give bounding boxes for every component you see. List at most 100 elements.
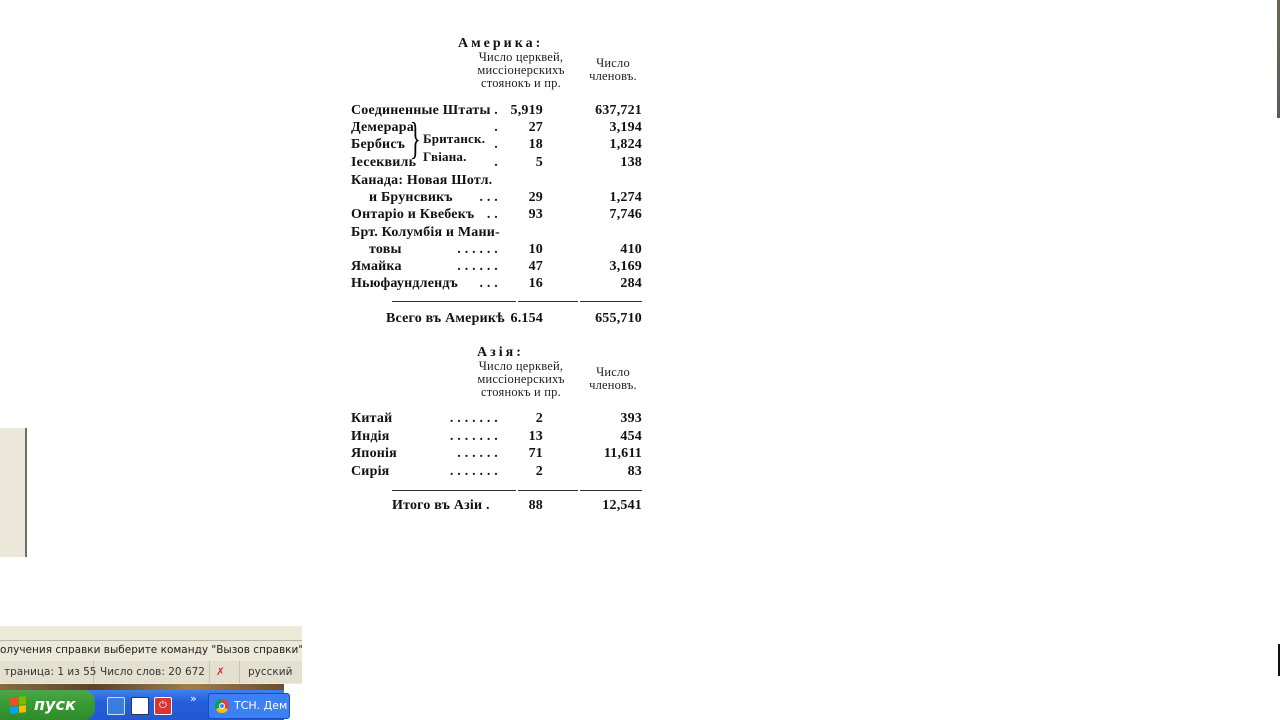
row-churches: 16 [528,276,543,291]
row-churches: 5,919 [510,103,543,118]
row-churches: 13 [528,429,543,444]
section-title: Азія: [477,345,524,360]
windows-logo-icon [10,696,26,714]
churches-column-header: стоянокъ и пр. [481,76,561,90]
table-rule [518,301,578,302]
row-name: Ньюфаундлендъ [351,276,459,291]
start-button[interactable]: пуск [0,690,95,720]
guiana-group-label: Гвіана. [423,149,467,164]
chrome-icon [215,699,229,713]
row-members: 637,721 [595,103,642,118]
row-leader-dots: . . . [479,276,498,291]
row-members: 393 [620,411,642,426]
row-name: и Брунсвикъ [369,190,453,205]
total-members: 12,541 [602,498,642,513]
section-title: Америка: [458,36,544,51]
spellcheck-icon[interactable]: ✗ [210,661,240,683]
status-bar: траница: 1 из 55 Число слов: 20 672 ✗ ру… [0,661,302,683]
row-churches: 10 [528,242,543,257]
row-name: Бербисъ [351,137,406,152]
churches-column-header: Число церквей, [478,50,564,64]
row-name: Японія [351,446,397,461]
row-name: Сирія [351,464,390,479]
row-churches: 29 [528,190,543,205]
row-name: товы [369,242,402,257]
row-leader-dots: . [494,155,498,170]
row-members: 11,611 [603,446,642,461]
total-churches: 88 [528,498,543,513]
row-leader-dots: . . . . . . . [449,429,498,444]
row-leader-dots: . [494,103,498,118]
row-leader-dots: . . . [479,190,498,205]
row-name: Канада: Новая Шотл. [351,173,493,188]
left-window-edge [0,428,27,557]
churches-column-header: Число церквей, [478,359,564,373]
members-column-header: членовъ. [589,69,637,83]
taskbar-item-chrome[interactable]: ТСН. Дем [208,693,290,719]
right-scrollbar-edge[interactable] [1277,0,1280,118]
row-leader-dots: . [494,137,498,152]
total-label: Итого въ Азіи . [392,498,490,513]
row-churches: 5 [535,155,543,170]
word-status-area: олучения справки выберите команду "Вызов… [0,626,302,684]
row-members: 7,746 [609,207,642,222]
members-column-header: Число [596,365,630,379]
row-members: 3,194 [609,120,642,135]
help-hint: олучения справки выберите команду "Вызов… [0,640,302,661]
row-leader-dots: . . . . . . . [449,411,498,426]
start-label: пуск [34,695,76,714]
total-churches: 6.154 [510,311,543,326]
row-members: 138 [620,155,642,170]
table-rule [392,301,516,302]
churches-column-header: миссіонерскихъ [477,372,565,386]
taskbar: пуск ⏻ » ТСН. Дем [0,690,290,720]
row-name: Брт. Колумбія и Мани- [351,225,500,240]
row-churches: 71 [528,446,543,461]
row-leader-dots: . . [486,207,498,222]
ie-icon[interactable] [107,697,125,715]
row-name: Іесеквиль [351,155,417,170]
row-members: 83 [627,464,642,479]
row-churches: 93 [528,207,543,222]
row-churches: 2 [535,411,543,426]
row-leader-dots: . . . . . . . [449,464,498,479]
table-rule [392,490,516,491]
total-members: 655,710 [595,311,642,326]
power-icon[interactable]: ⏻ [154,697,172,715]
language-indicator[interactable]: русский [248,666,293,678]
right-window-edge [1278,644,1280,676]
row-name: Соединенные Штаты [351,103,491,118]
row-leader-dots: . . . . . . [457,259,498,274]
notepad-icon[interactable] [131,697,149,715]
row-name: Китай [351,411,393,426]
row-leader-dots: . [494,120,498,135]
row-members: 1,274 [609,190,642,205]
churches-column-header: миссіонерскихъ [477,63,565,77]
row-churches: 2 [535,464,543,479]
row-members: 454 [620,429,642,444]
row-members: 1,824 [609,137,642,152]
members-column-header: Число [596,56,630,70]
guiana-group-label: Британск. [423,131,486,146]
row-name: Онтаріо и Квебекъ [351,207,475,222]
brace-icon: } [410,114,421,163]
table-rule [580,490,642,491]
more-quicklaunch-button[interactable]: » [190,692,197,705]
row-name: Ямайка [351,259,402,274]
table-rule [518,490,578,491]
row-name: Индія [351,429,390,444]
page-count[interactable]: траница: 1 из 55 [0,661,97,683]
churches-column-header: стоянокъ и пр. [481,385,561,399]
row-churches: 18 [528,137,543,152]
word-count[interactable]: Число слов: 20 672 [94,661,210,683]
total-label: Всего въ Америкѣ [386,311,505,326]
row-members: 410 [620,242,642,257]
row-churches: 47 [528,259,543,274]
row-leader-dots: . . . . . . [457,446,498,461]
row-members: 284 [620,276,642,291]
desktop-wallpaper [0,684,284,690]
task-label: ТСН. Дем [234,699,288,712]
row-leader-dots: . . . . . . [457,242,498,257]
row-members: 3,169 [609,259,642,274]
members-column-header: членовъ. [589,378,637,392]
